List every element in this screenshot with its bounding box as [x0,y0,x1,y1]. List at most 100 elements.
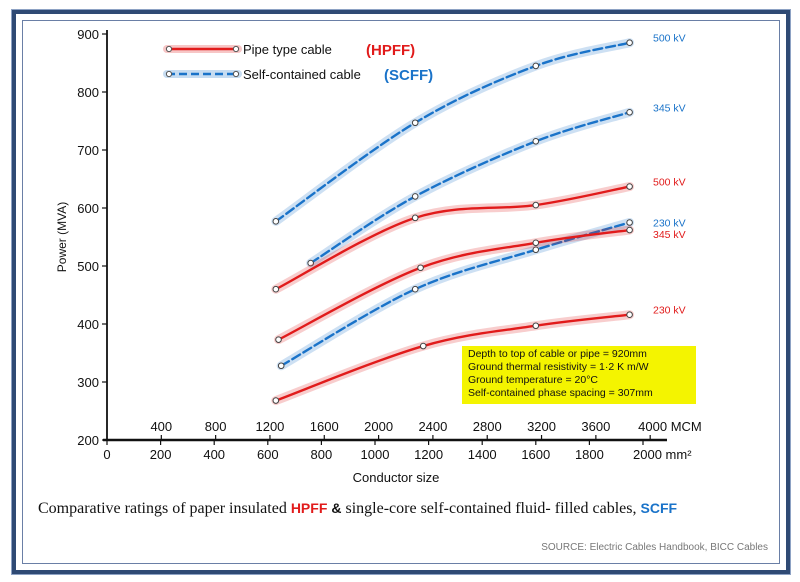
x-mcm-tick-label: 400 [150,419,172,434]
legend-tag: (HPFF) [366,42,415,59]
x-mcm-tick-label: 1600 [310,419,339,434]
data-point [417,264,424,272]
data-point [532,138,540,145]
series-label: 500 kV [653,33,686,45]
data-point [532,201,540,209]
series-label: 500 kV [653,177,686,189]
data-point [626,109,633,116]
data-point [626,39,633,47]
annotation-line-3: Ground temperature = 20°C [468,374,598,386]
legend-marker [165,70,173,78]
data-point [272,285,280,293]
legend-marker [232,45,240,53]
x-mm2-tick-label: 1200 [414,447,443,462]
series-hpff-345kv [274,225,635,345]
data-point [275,336,282,343]
series-scff-345kv [306,107,635,268]
y-tick-label: 300 [77,375,99,390]
caption-middle: single-core self-contained fluid- filled… [345,500,637,517]
legend-label: Self-contained cable [243,67,361,82]
x-mm2-tick-label: 1400 [468,447,497,462]
x-mm2-tick-label: 800 [311,447,333,462]
caption-prefix: Comparative ratings of paper insulated [38,500,287,517]
series-line [274,185,631,291]
x-axis-title: Conductor size [353,470,440,485]
x-mcm-tick-label: 2000 [364,419,393,434]
legend-item: Pipe type cable (HPFF) [163,42,415,59]
series-hpff-230kv [271,310,635,406]
legend-marker [232,70,240,78]
figure-frame [12,10,790,574]
x-mcm-tick-label: 2800 [473,419,502,434]
legend-label: Pipe type cable [243,42,332,57]
x-mm2-tick-label: 0 [103,447,110,462]
x-mm2-tick-label: 400 [203,447,225,462]
caption-scff: SCFF [640,500,678,516]
annotation-line-2: Ground thermal resistivity = 1·2 K m/W [468,361,649,373]
data-point [411,214,419,222]
x-mm2-tick-label: 2000 mm² [633,447,692,462]
annotation-line-1: Depth to top of cable or pipe = 920mm [468,348,647,360]
data-point [411,193,419,200]
data-point [626,226,633,234]
series-label: 345 kV [653,102,686,114]
series-line [277,228,631,341]
x-mm2-tick-label: 1600 [521,447,550,462]
series-line [274,313,631,402]
x-mcm-tick-label: 3600 [581,419,610,434]
y-tick-label: 800 [77,85,99,100]
data-point [411,119,419,127]
data-point [626,311,633,319]
annotation-line-4: Self-contained phase spacing = 307mm [468,387,653,399]
x-mcm-tick-label: 3200 [527,419,556,434]
legend: Pipe type cable (HPFF) Self-contained cabl… [163,42,433,84]
data-point [272,397,280,404]
y-tick-label: 900 [77,27,99,42]
legend-item: Self-contained cable (SCFF) [163,67,433,84]
data-point [411,285,419,293]
data-point [626,219,633,226]
data-point [272,218,280,225]
data-point [532,322,540,330]
x-mm2-tick-label: 600 [257,447,279,462]
y-axis-title: Power (MVA) [55,202,69,272]
x-mcm-tick-label: 4000 MCM [638,419,702,434]
caption-hpff: HPFF [290,500,328,516]
series-scff-500kv [271,38,635,226]
series-label: 345 kV [653,229,686,241]
y-tick-label: 400 [77,317,99,332]
series-layer [271,38,635,406]
series-hpff-500kv [271,182,635,294]
series-line [309,111,631,265]
legend-tag: (SCFF) [384,67,433,84]
data-point [277,362,285,370]
data-point [532,246,540,254]
axes: 200 300 400 500 600 700 800 900 Power (MVA) 0 200 4… [55,27,702,485]
x-mm2-tick-label: 1000 [361,447,390,462]
series-label: 230 kV [653,218,686,230]
series-label: 230 kV [653,305,686,317]
x-mm2-tick-label: 200 [150,447,172,462]
figure-inner-border [22,20,780,564]
legend-marker [165,45,173,53]
x-mm2-tick-label: 1800 [575,447,604,462]
data-point [307,259,314,267]
y-tick-label: 700 [77,143,99,158]
y-tick-label: 500 [77,259,99,274]
y-tick-label: 200 [77,433,99,448]
x-mcm-tick-label: 1200 [255,419,284,434]
series-glow [271,38,635,226]
data-point [532,239,540,247]
conditions-annotation: Depth to top of cable or pipe = 920mm Gr… [462,346,696,404]
caption-amp: & [331,500,342,516]
x-mcm-tick-label: 800 [205,419,227,434]
data-point [532,62,540,70]
data-point [626,183,633,190]
data-point [419,342,427,350]
source-credit: SOURCE: Electric Cables Handbook, BICC C… [541,542,768,553]
figure-caption: Comparative ratings of paper insulated H… [38,500,778,518]
x-mcm-tick-label: 2400 [418,419,447,434]
y-tick-label: 600 [77,201,99,216]
